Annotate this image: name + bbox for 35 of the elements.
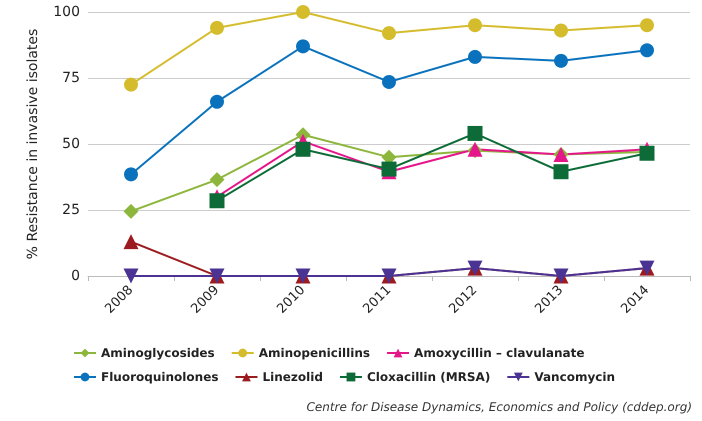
point [640, 18, 654, 32]
legend-label: Cloxacillin (MRSA) [366, 370, 490, 384]
text: Centre for Disease Dynamics, Economics and Policy (cddep.org) [306, 400, 692, 414]
point [210, 193, 224, 208]
point [124, 204, 138, 219]
legend-label: Amoxycillin – clavulanate [414, 346, 585, 360]
legend-label: Fluoroquinolones [101, 370, 218, 384]
y-tick-label: 25 [62, 202, 80, 218]
y-tick-label: 50 [62, 136, 80, 152]
y-tick-label: 0 [71, 268, 80, 284]
point [210, 94, 224, 109]
legend-label: Aminopenicillins [258, 346, 370, 360]
y-axis-title: % Resistance in invasive isolates [25, 28, 41, 260]
point [468, 126, 482, 141]
point [124, 234, 138, 250]
point [210, 20, 224, 35]
point [296, 39, 310, 54]
point [124, 78, 138, 92]
point [382, 26, 396, 40]
legend-label: Aminoglycosides [101, 346, 215, 360]
point [554, 164, 568, 180]
point [468, 50, 482, 64]
point [640, 43, 654, 58]
point [554, 23, 568, 38]
point [554, 54, 568, 68]
point [210, 172, 224, 188]
point [296, 142, 310, 157]
point [124, 167, 138, 182]
y-tick-label: 75 [62, 70, 80, 86]
legend-label: Vancomycin [534, 370, 616, 384]
y-tick-label: 100 [53, 4, 80, 20]
point [382, 74, 396, 89]
legend-label: Linezolid [262, 370, 323, 384]
point [468, 18, 482, 32]
point [296, 5, 310, 19]
